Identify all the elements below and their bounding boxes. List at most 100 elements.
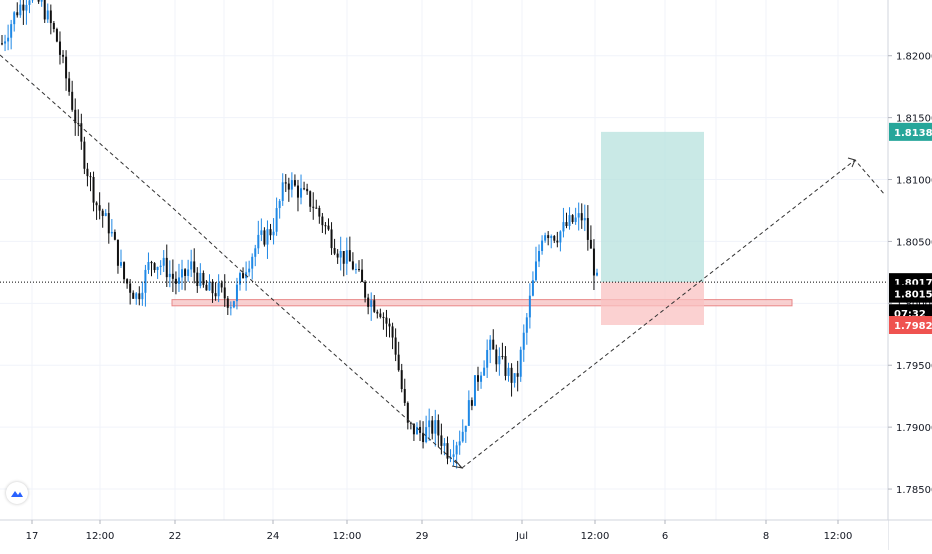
candle-body: [99, 205, 101, 210]
candle-body: [59, 42, 61, 55]
zones: [172, 132, 792, 325]
candle-body: [425, 427, 427, 442]
candle-body: [453, 454, 455, 456]
candle-body: [62, 55, 64, 57]
candle-body: [215, 293, 217, 296]
candle-body: [144, 270, 146, 293]
candle-body: [340, 251, 342, 258]
candle-body: [355, 269, 357, 270]
arrow-head-up: [848, 158, 855, 167]
trend-lines: [0, 55, 888, 468]
candle-body: [443, 443, 445, 446]
candle-body: [123, 262, 125, 279]
candle-body: [315, 208, 317, 209]
candle-body: [410, 423, 412, 424]
candle-body: [154, 263, 156, 270]
candle-body: [38, 0, 40, 2]
candle-body: [306, 189, 308, 191]
time-axis-bg: [0, 520, 888, 550]
candle-body: [514, 373, 516, 383]
candle-body: [187, 269, 189, 275]
candle-body: [105, 213, 107, 216]
candle-body: [535, 261, 537, 280]
candle-body: [581, 213, 583, 220]
candle-body: [492, 340, 494, 350]
candle-body: [404, 389, 406, 403]
candle-body: [398, 355, 400, 370]
candle-body: [321, 217, 323, 226]
time-tick-label: Jul: [515, 531, 528, 542]
candle-body: [459, 441, 461, 445]
candle-body: [178, 277, 180, 283]
candle-body: [65, 57, 67, 79]
candle-body: [254, 248, 256, 257]
candle-body: [239, 273, 241, 285]
candle-body: [96, 203, 98, 206]
candle-body: [578, 213, 580, 217]
candle-body: [83, 142, 85, 169]
brand-logo-icon[interactable]: [6, 482, 28, 504]
candle-body: [279, 201, 281, 208]
price-label-text: 1.81385: [894, 128, 932, 139]
candle-body: [276, 208, 278, 232]
candle-body: [53, 23, 55, 29]
candle-body: [471, 400, 473, 406]
candle-body: [520, 350, 522, 377]
candle-body: [523, 333, 525, 350]
candle-body: [120, 262, 122, 266]
candle-body: [431, 420, 433, 433]
candle-body: [584, 218, 586, 220]
time-tick-label: 6: [662, 531, 668, 542]
candle-body: [224, 287, 226, 298]
candle-body: [160, 266, 162, 267]
candle-body: [102, 211, 104, 216]
candle-body: [312, 207, 314, 208]
candle-body: [163, 258, 165, 266]
candle-body: [227, 298, 229, 307]
candle-body: [199, 273, 201, 286]
candle-body: [489, 340, 491, 350]
candle-body: [474, 375, 476, 406]
candle-body: [196, 273, 198, 286]
candle-body: [446, 443, 448, 458]
candle-body: [135, 293, 137, 298]
candle-body: [147, 262, 149, 270]
price-tick-label: 1.79000: [896, 423, 932, 434]
candle-body: [257, 235, 259, 248]
candle-body: [508, 368, 510, 376]
candle-body: [151, 262, 153, 263]
candle-body: [309, 191, 311, 207]
candle-body: [483, 368, 485, 376]
candle-body: [358, 269, 360, 270]
candle-body: [501, 356, 503, 357]
candle-body: [71, 92, 73, 110]
candle-body: [93, 177, 95, 203]
candle-body: [41, 0, 43, 2]
candle-body: [376, 312, 378, 314]
time-tick-label: 17: [26, 531, 39, 542]
time-tick-label: 29: [416, 531, 429, 542]
candle-body: [572, 215, 574, 222]
candle-body: [126, 279, 128, 283]
candle-body: [16, 12, 18, 15]
candle-body: [263, 230, 265, 244]
candle-body: [212, 282, 214, 293]
candle-body: [285, 182, 287, 183]
candle-body: [389, 324, 391, 327]
candle-body: [538, 251, 540, 261]
candle-body: [480, 376, 482, 382]
candle-body: [337, 254, 339, 258]
candle-body: [169, 274, 171, 277]
candle-body: [236, 285, 238, 302]
candle-body: [202, 273, 204, 285]
candle-body: [517, 373, 519, 377]
candle-body: [324, 225, 326, 226]
candle-body: [114, 232, 116, 240]
price-label-stop: 1.79825: [889, 316, 932, 334]
candle-body: [129, 283, 131, 292]
candle-body: [559, 231, 561, 242]
price-tick-label: 1.78500: [896, 485, 932, 496]
